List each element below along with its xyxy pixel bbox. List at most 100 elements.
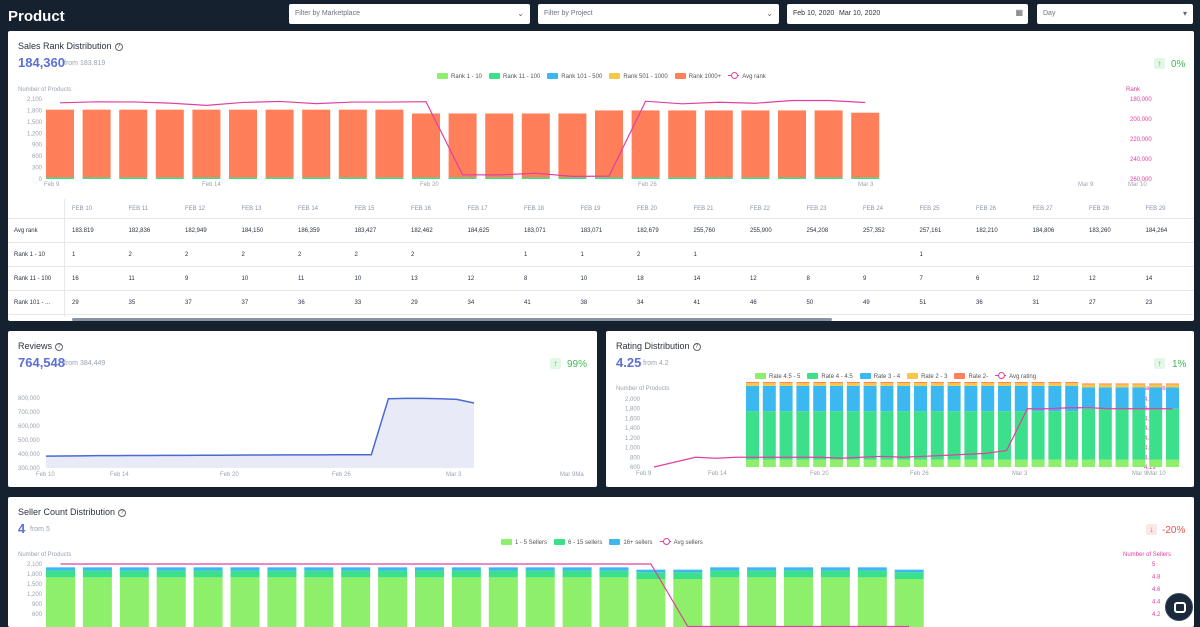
rating-bar-segment: [1082, 459, 1095, 467]
table-cell: 183.819: [72, 228, 94, 234]
help-icon[interactable]: ?: [692, 343, 701, 351]
y-tick-label: 800: [630, 455, 641, 461]
seller-bar-segment: [82, 570, 112, 578]
y-tick-label: 2,100: [27, 97, 43, 103]
rating-bar-segment: [762, 385, 776, 412]
rating-legend-item[interactable]: Rate 4 - 4.5: [807, 373, 853, 380]
rating-legend-item[interactable]: Avg rating: [995, 372, 1036, 380]
table-cell: 183,427: [354, 228, 377, 234]
sales-rank-chart: Number of Products Rank 2,100 1,800 1,500 1,2…: [18, 87, 1152, 188]
y-tick-label: 900: [32, 602, 43, 608]
seller-legend-item[interactable]: Avg sellers: [659, 538, 703, 546]
table-horizontal-scrollbar[interactable]: [72, 318, 832, 321]
rating-bar-segment: [779, 459, 793, 467]
help-icon[interactable]: ?: [114, 43, 123, 51]
bar-rank-11-100: [412, 177, 440, 179]
rating-bar-segment: [746, 459, 759, 467]
column-header: FEB 28: [1089, 206, 1110, 212]
avg-rank-line: [59, 99, 866, 177]
table-cell: 1: [580, 252, 584, 258]
rating-legend: Rate 4.5 - 5 Rate 4 - 4.5 Rate 3 - 4 Rate 2…: [755, 372, 1043, 380]
rating-bar-segment: [779, 382, 793, 383]
rating-bar-segment: [846, 382, 860, 383]
help-icon[interactable]: ?: [55, 343, 64, 351]
rating-bar-segment: [779, 411, 793, 460]
reviews-area-fill: [46, 398, 474, 468]
rating-bar-segment: [1115, 408, 1129, 460]
chevron-down-icon: ▾: [1182, 9, 1187, 18]
rating-bar-segment: [1048, 411, 1062, 460]
table-cell: 183,071: [524, 228, 546, 234]
legend-swatch: [547, 73, 559, 79]
rating-legend-item[interactable]: Rate 2-: [954, 373, 988, 380]
table-cell: 38: [580, 300, 588, 306]
rating-bar-segment: [1031, 382, 1045, 386]
help-icon[interactable]: ?: [118, 509, 127, 517]
rating-bar-segment: [1048, 382, 1062, 386]
rating-bar-segment: [863, 411, 877, 460]
legend-swatch: [674, 73, 686, 79]
granularity-select[interactable]: Day ▾: [1037, 4, 1193, 24]
sales-rank-legend-item[interactable]: Avg rank: [728, 72, 766, 80]
seller-bar-segment: [820, 577, 850, 627]
seller-value: 4: [18, 521, 26, 536]
sales-rank-legend-item[interactable]: Rank 101 - 500: [547, 73, 602, 80]
bar-rank-11-100: [485, 177, 514, 179]
rating-legend-item[interactable]: Rate 3 - 4: [859, 373, 901, 380]
rating-bar-segment: [930, 382, 944, 386]
rating-bar-segment: [863, 382, 877, 383]
seller-legend-item[interactable]: 6 - 15 sellers: [554, 539, 602, 546]
legend-label: Rate 3 - 4: [873, 374, 901, 380]
table-row: Rank 11 - 100 16 11 9 10 11 10 13 12 8 10 18 14 12 8 9 7…: [8, 267, 1194, 291]
rating-bar-segment: [746, 382, 759, 386]
rating-bar-segment: [981, 411, 995, 460]
y2-tick-label: 180,000: [1130, 97, 1152, 103]
bar-rank-11-100: [558, 177, 587, 179]
x-tick-label: Feb 14: [708, 471, 727, 477]
sales-rank-legend-item[interactable]: Rank 11 - 100: [489, 73, 540, 80]
rating-bar-segment: [964, 385, 978, 412]
date-range-picker[interactable]: Feb 10, 2020 Mar 10, 2020 ▦: [787, 4, 1028, 24]
seller-bar-segment: [304, 567, 334, 571]
seller-bar-segment: [193, 570, 223, 578]
row-label: Rank 101 - ...: [14, 300, 51, 306]
sales-rank-legend-item[interactable]: Rank 501 - 1000: [609, 73, 668, 80]
granularity-value: Day: [1043, 10, 1056, 17]
sales-rank-legend-item[interactable]: Rank 1000+: [674, 73, 721, 80]
seller-bar-segment: [451, 570, 481, 578]
chevron-down-icon: ⌄: [517, 9, 524, 18]
seller-bar-segment: [894, 569, 924, 573]
table-cell: 14: [693, 276, 701, 282]
seller-bar-segment: [415, 570, 444, 578]
chat-button[interactable]: [1165, 593, 1193, 621]
marketplace-filter[interactable]: Filter by Marketplace ⌄: [289, 4, 530, 24]
rating-legend-item[interactable]: Rate 4.5 - 5: [755, 373, 800, 380]
column-header: FEB 24: [863, 206, 884, 212]
table-cell: 8: [806, 276, 810, 282]
bar-rank-1000-plus: [814, 110, 843, 178]
table-cell: 257,161: [919, 228, 942, 234]
rating-bar-segment: [762, 411, 776, 460]
y-tick-label: 1,200: [27, 131, 43, 137]
project-filter[interactable]: Filter by Project ⌄: [538, 4, 779, 24]
legend-swatch: [907, 373, 919, 379]
rating-title-text: Rating Distribution: [616, 341, 690, 351]
table-cell: 1: [72, 252, 76, 258]
legend-label: 16+ sellers: [623, 540, 653, 546]
rating-legend-item[interactable]: Rate 2 - 3: [907, 373, 947, 380]
seller-bar-segment: [378, 570, 408, 578]
sales-rank-legend-item[interactable]: Rank 1 - 10: [437, 73, 482, 80]
legend-swatch: [501, 539, 512, 545]
seller-bar-segment: [378, 577, 408, 627]
seller-bar-segment: [267, 577, 297, 627]
sales-rank-from: from 183.819: [64, 60, 106, 67]
rating-bar-segment: [914, 459, 927, 467]
seller-bar-segment: [156, 577, 186, 627]
seller-bar-segment: [156, 567, 186, 571]
seller-legend-item[interactable]: 16+ sellers: [609, 539, 653, 546]
legend-swatch: [437, 73, 448, 79]
table-cell: 16: [72, 276, 79, 282]
sales-rank-title-text: Sales Rank Distribution: [18, 41, 112, 51]
seller-bar-segment: [673, 569, 703, 573]
seller-legend-item[interactable]: 1 - 5 Sellers: [501, 539, 547, 546]
